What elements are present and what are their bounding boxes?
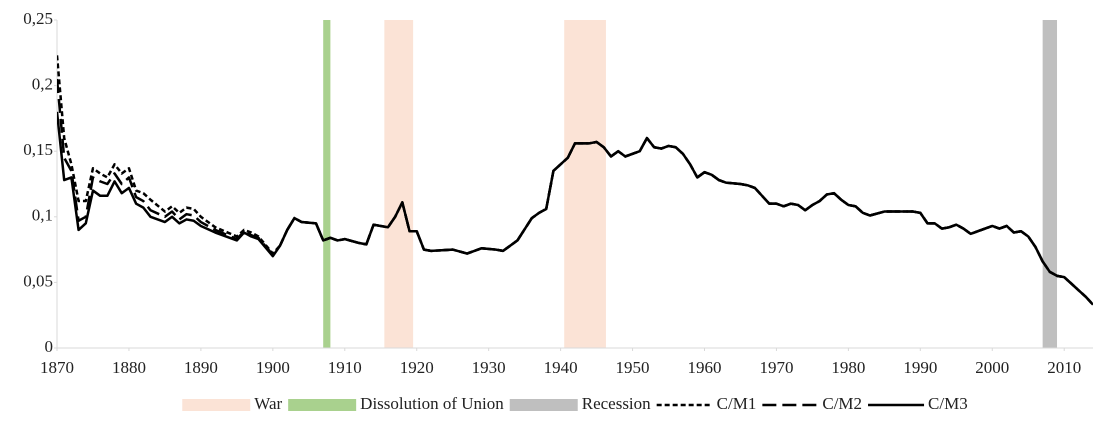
y-tick-label: 0,2: [32, 75, 53, 94]
legend-swatch: [182, 399, 251, 411]
x-tick-label: 2000: [975, 358, 1009, 377]
legend: War Dissolution of Union Recession C/M1 C/M2…: [182, 394, 968, 413]
shaded-period: [564, 20, 606, 348]
legend-label: C/M2: [822, 394, 862, 413]
shaded-period: [384, 20, 414, 348]
legend-label: C/M3: [928, 394, 968, 413]
y-tick-label: 0,1: [32, 206, 53, 225]
x-tick-label: 1950: [616, 358, 650, 377]
x-tick-label: 1930: [472, 358, 506, 377]
x-tick-label: 1940: [544, 358, 578, 377]
x-tick-label: 1890: [184, 358, 218, 377]
shaded-period: [323, 20, 331, 348]
legend-label: War: [254, 394, 282, 413]
legend-swatch: [288, 399, 357, 411]
y-tick-label: 0,25: [23, 9, 53, 28]
shaded-period: [1042, 20, 1058, 348]
legend-label: Dissolution of Union: [360, 394, 504, 413]
legend-swatch: [509, 399, 578, 411]
x-tick-label: 1980: [831, 358, 865, 377]
data-line: [57, 111, 1093, 306]
y-tick-label: 0,05: [23, 271, 53, 290]
x-tick-label: 1990: [903, 358, 937, 377]
y-tick-label: 0,15: [23, 140, 53, 159]
legend-label: Recession: [582, 394, 651, 413]
x-tick-label: 1970: [759, 358, 793, 377]
x-tick-label: 1870: [40, 358, 74, 377]
x-tick-label: 1900: [256, 358, 290, 377]
legend-label: C/M1: [717, 394, 757, 413]
y-tick-label: 0: [45, 337, 54, 356]
x-tick-label: 1960: [688, 358, 722, 377]
x-tick-label: 2010: [1047, 358, 1081, 377]
x-tick-label: 1910: [328, 358, 362, 377]
x-tick-label: 1880: [112, 358, 146, 377]
x-tick-label: 1920: [400, 358, 434, 377]
